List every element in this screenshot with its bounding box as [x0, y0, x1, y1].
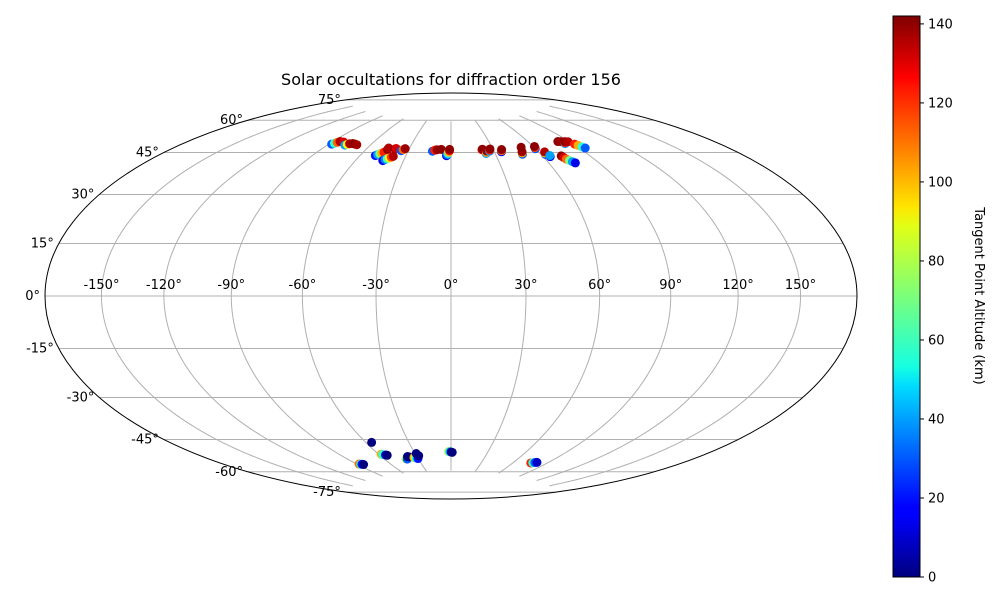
colorbar-label: Tangent Point Altitude (km) — [971, 206, 986, 384]
longitude-tick-label: -150° — [83, 278, 119, 293]
scatter-point — [400, 144, 410, 154]
scatter-point — [497, 145, 507, 155]
scatter-point — [516, 142, 526, 152]
latitude-tick-label: 30° — [71, 188, 94, 203]
latitude-tick-label: 60° — [220, 113, 243, 128]
scatter-points — [327, 137, 590, 470]
longitude-tick-label: 60° — [588, 278, 611, 293]
scatter-point — [367, 437, 377, 447]
colorbar: 0 20 40 60 80 100 120 140 Tangent Point Altitud… — [892, 15, 986, 586]
scatter-point — [352, 140, 362, 150]
longitude-tick-labels: -150° -120° -90° -60° -30° 0° 30° 60° 90° 120° 150… — [83, 278, 816, 293]
colorbar-ticks: 0 20 40 60 80 100 120 140 — [920, 17, 953, 586]
scatter-point — [529, 141, 539, 151]
colorbar-tick-label: 140 — [928, 17, 953, 32]
map-grid — [45, 99, 857, 493]
colorbar-tick-label: 80 — [928, 254, 945, 269]
scatter-point — [359, 460, 369, 470]
latitude-tick-label: 75° — [318, 93, 341, 108]
latitude-tick-label: 15° — [31, 236, 54, 251]
scatter-point — [436, 144, 446, 154]
colorbar-tick-label: 100 — [928, 175, 953, 190]
map-outline — [44, 92, 858, 500]
colorbar-tick-label: 0 — [928, 571, 936, 586]
latitude-tick-labels: 75° 60° 45° 30° 15° 0° -15° -30° -45° -60° -75° — [25, 93, 341, 500]
latitude-tick-label: -75° — [313, 485, 341, 500]
longitude-tick-label: 30° — [514, 278, 537, 293]
chart-title: Solar occultations for diffraction order… — [281, 70, 621, 89]
scatter-point — [570, 158, 580, 168]
colorbar-tick-label: 40 — [928, 412, 945, 427]
scatter-point — [382, 450, 392, 460]
longitude-tick-label: 150° — [785, 278, 816, 293]
colorbar-tick-label: 60 — [928, 333, 945, 348]
longitude-tick-label: 120° — [722, 278, 753, 293]
longitude-tick-label: 90° — [659, 278, 682, 293]
longitude-tick-label: -120° — [146, 278, 182, 293]
scatter-point — [580, 143, 590, 153]
longitude-tick-label: 0° — [444, 278, 459, 293]
latitude-tick-label: -60° — [215, 465, 243, 480]
scatter-point — [532, 457, 542, 467]
colorbar-tick-label: 20 — [928, 491, 945, 506]
scatter-point — [545, 151, 555, 161]
longitude-tick-label: -60° — [289, 278, 317, 293]
scatter-point — [388, 151, 398, 161]
longitude-tick-label: -90° — [217, 278, 245, 293]
latitude-tick-label: -15° — [26, 342, 54, 357]
colorbar-gradient — [892, 15, 921, 578]
colorbar-tick-label: 120 — [928, 96, 953, 111]
scatter-point — [485, 144, 495, 154]
latitude-tick-label: 45° — [136, 145, 159, 160]
longitude-tick-label: -30° — [362, 278, 390, 293]
latitude-tick-label: -30° — [67, 391, 95, 406]
scatter-point — [447, 447, 457, 457]
map-boundary — [44, 92, 858, 500]
scatter-point — [414, 451, 424, 461]
latitude-tick-label: -45° — [131, 433, 159, 448]
scatter-point — [445, 144, 455, 154]
latitude-tick-label: 0° — [25, 289, 40, 304]
